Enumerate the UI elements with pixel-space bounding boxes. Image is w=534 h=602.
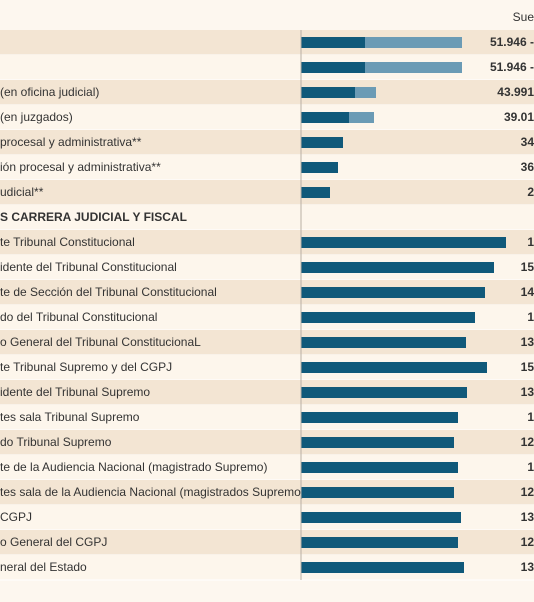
row-amount: 39.01 <box>504 110 534 124</box>
row-amount: 13 <box>521 385 534 399</box>
row-amount: 13 <box>521 510 534 524</box>
bar-segment <box>365 37 462 48</box>
row-label: S CARRERA JUDICIAL Y FISCAL <box>0 210 187 224</box>
bar-segment <box>301 387 467 398</box>
row-amount: 1 <box>527 310 534 324</box>
bar-segment <box>301 562 464 573</box>
bar-segment <box>301 337 466 348</box>
bar-segment <box>301 537 458 548</box>
bar-segment <box>349 112 374 123</box>
row-background <box>0 155 534 180</box>
row-amount: 1 <box>527 460 534 474</box>
row-label: te Tribunal Constitucional <box>0 235 135 249</box>
bar-segment <box>355 87 376 98</box>
row-amount: 34 <box>521 135 534 149</box>
row-background <box>0 105 534 130</box>
bar-segment <box>301 512 461 523</box>
row-label: tes sala Tribunal Supremo <box>0 410 140 424</box>
row-amount: 14 <box>521 285 534 299</box>
row-label: o General del CGPJ <box>0 535 107 549</box>
row-amount: 12 <box>521 485 534 499</box>
row-amount: 15 <box>521 360 534 374</box>
row-background <box>0 205 534 230</box>
row-amount: 2 <box>527 185 534 199</box>
bar-segment <box>301 87 355 98</box>
row-label: (en oficina judicial) <box>0 85 99 99</box>
bar-segment <box>301 487 454 498</box>
row-label: te Tribunal Supremo y del CGPJ <box>0 360 172 374</box>
row-label: te de Sección del Tribunal Constituciona… <box>0 285 217 299</box>
bar-segment <box>301 112 349 123</box>
row-amount: 1 <box>527 235 534 249</box>
row-amount: 13 <box>521 560 534 574</box>
row-amount: 1 <box>527 410 534 424</box>
row-label: do Tribunal Supremo <box>0 435 112 449</box>
bar-segment <box>301 237 506 248</box>
row-label: neral del Estado <box>0 560 87 574</box>
bar-segment <box>301 437 454 448</box>
bar-segment <box>301 37 365 48</box>
row-label: tes sala de la Audiencia Nacional (magis… <box>0 485 305 499</box>
row-label: o General del Tribunal ConstitucionaL <box>0 335 201 349</box>
row-label: CGPJ <box>0 510 32 524</box>
row-label: procesal y administrativa** <box>0 135 142 149</box>
bar-segment <box>365 62 462 73</box>
row-label: (en juzgados) <box>0 110 73 124</box>
row-amount: 43.991 <box>497 85 534 99</box>
bar-segment <box>301 412 458 423</box>
row-amount: 36 <box>521 160 534 174</box>
bar-segment <box>301 162 338 173</box>
bar-segment <box>301 187 330 198</box>
row-label: idente del Tribunal Supremo <box>0 385 150 399</box>
row-label: te de la Audiencia Nacional (magistrado … <box>0 460 267 474</box>
row-label: idente del Tribunal Constitucional <box>0 260 177 274</box>
bar-segment <box>301 62 365 73</box>
bar-segment <box>301 462 458 473</box>
bar-segment <box>301 262 494 273</box>
bar-segment <box>301 312 475 323</box>
column-header: Sue <box>513 10 534 24</box>
row-background <box>0 80 534 105</box>
row-label: udicial** <box>0 185 44 199</box>
bar-segment <box>301 362 487 373</box>
row-amount: 51.946 - <box>490 35 534 49</box>
row-amount: 13 <box>521 335 534 349</box>
row-label: do del Tribunal Constitucional <box>0 310 157 324</box>
row-amount: 12 <box>521 535 534 549</box>
row-amount: 51.946 - <box>490 60 534 74</box>
row-amount: 15 <box>521 260 534 274</box>
row-label: ión procesal y administrativa** <box>0 160 161 174</box>
bar-segment <box>301 137 343 148</box>
row-background <box>0 180 534 205</box>
bar-segment <box>301 287 485 298</box>
row-amount: 12 <box>521 435 534 449</box>
row-background <box>0 130 534 155</box>
